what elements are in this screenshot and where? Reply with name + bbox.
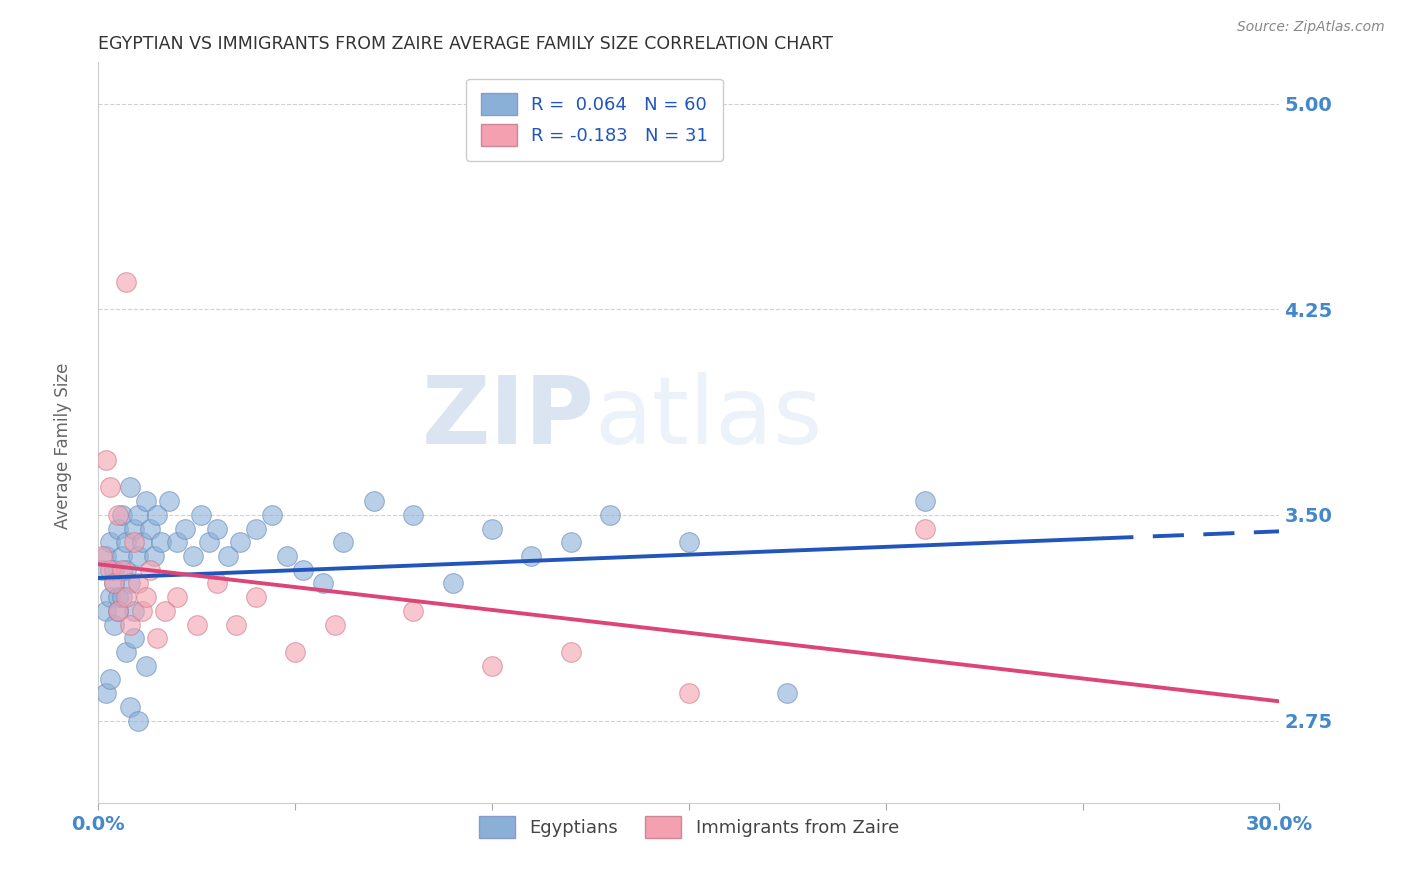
Point — [142, 549, 165, 563]
Point — [111, 563, 134, 577]
Point — [127, 576, 149, 591]
Point — [115, 275, 138, 289]
Point — [402, 508, 425, 522]
Point — [181, 549, 204, 563]
Point — [118, 480, 141, 494]
Point — [127, 549, 149, 563]
Point — [332, 535, 354, 549]
Point — [678, 686, 700, 700]
Point — [245, 522, 267, 536]
Point — [260, 508, 283, 522]
Point — [914, 494, 936, 508]
Point — [481, 658, 503, 673]
Point — [150, 535, 173, 549]
Point — [98, 535, 121, 549]
Point — [122, 632, 145, 646]
Point — [197, 535, 219, 549]
Point — [166, 590, 188, 604]
Point — [225, 617, 247, 632]
Point — [96, 453, 118, 467]
Point — [135, 590, 157, 604]
Point — [131, 604, 153, 618]
Point — [115, 535, 138, 549]
Point — [560, 535, 582, 549]
Point — [229, 535, 252, 549]
Point — [441, 576, 464, 591]
Point — [796, 864, 818, 879]
Point — [157, 494, 180, 508]
Point — [276, 549, 298, 563]
Point — [155, 604, 177, 618]
Point — [363, 494, 385, 508]
Point — [111, 508, 134, 522]
Point — [166, 535, 188, 549]
Text: Average Family Size: Average Family Size — [55, 363, 72, 529]
Point — [118, 699, 141, 714]
Point — [107, 604, 129, 618]
Point — [122, 604, 145, 618]
Text: EGYPTIAN VS IMMIGRANTS FROM ZAIRE AVERAGE FAMILY SIZE CORRELATION CHART: EGYPTIAN VS IMMIGRANTS FROM ZAIRE AVERAG… — [98, 35, 834, 53]
Point — [118, 617, 141, 632]
Point — [98, 673, 121, 687]
Point — [122, 522, 145, 536]
Text: Source: ZipAtlas.com: Source: ZipAtlas.com — [1237, 20, 1385, 34]
Point — [107, 508, 129, 522]
Point — [284, 645, 307, 659]
Point — [107, 522, 129, 536]
Point — [481, 522, 503, 536]
Point — [107, 604, 129, 618]
Point — [111, 549, 134, 563]
Point — [115, 590, 138, 604]
Point — [217, 549, 239, 563]
Point — [131, 535, 153, 549]
Point — [205, 522, 228, 536]
Point — [103, 576, 125, 591]
Point — [914, 522, 936, 536]
Point — [599, 508, 621, 522]
Point — [98, 590, 121, 604]
Point — [560, 645, 582, 659]
Point — [776, 686, 799, 700]
Point — [103, 617, 125, 632]
Point — [103, 563, 125, 577]
Point — [127, 508, 149, 522]
Point — [245, 590, 267, 604]
Point — [98, 480, 121, 494]
Point — [138, 522, 160, 536]
Point — [190, 508, 212, 522]
Point — [96, 686, 118, 700]
Point — [312, 576, 335, 591]
Point — [96, 549, 118, 563]
Point — [98, 563, 121, 577]
Point — [146, 508, 169, 522]
Point — [138, 563, 160, 577]
Point — [118, 576, 141, 591]
Point — [91, 549, 114, 563]
Point — [96, 604, 118, 618]
Point — [122, 535, 145, 549]
Point — [146, 632, 169, 646]
Point — [115, 563, 138, 577]
Point — [678, 535, 700, 549]
Point — [111, 590, 134, 604]
Point — [135, 658, 157, 673]
Text: atlas: atlas — [595, 372, 823, 464]
Point — [520, 549, 543, 563]
Point — [127, 714, 149, 728]
Point — [107, 590, 129, 604]
Legend: Egyptians, Immigrants from Zaire: Egyptians, Immigrants from Zaire — [471, 809, 907, 846]
Point — [174, 522, 197, 536]
Point — [103, 576, 125, 591]
Point — [115, 645, 138, 659]
Text: ZIP: ZIP — [422, 372, 595, 464]
Point — [323, 617, 346, 632]
Point — [91, 563, 114, 577]
Point — [402, 604, 425, 618]
Point — [186, 617, 208, 632]
Point — [205, 576, 228, 591]
Point — [292, 563, 315, 577]
Point — [135, 494, 157, 508]
